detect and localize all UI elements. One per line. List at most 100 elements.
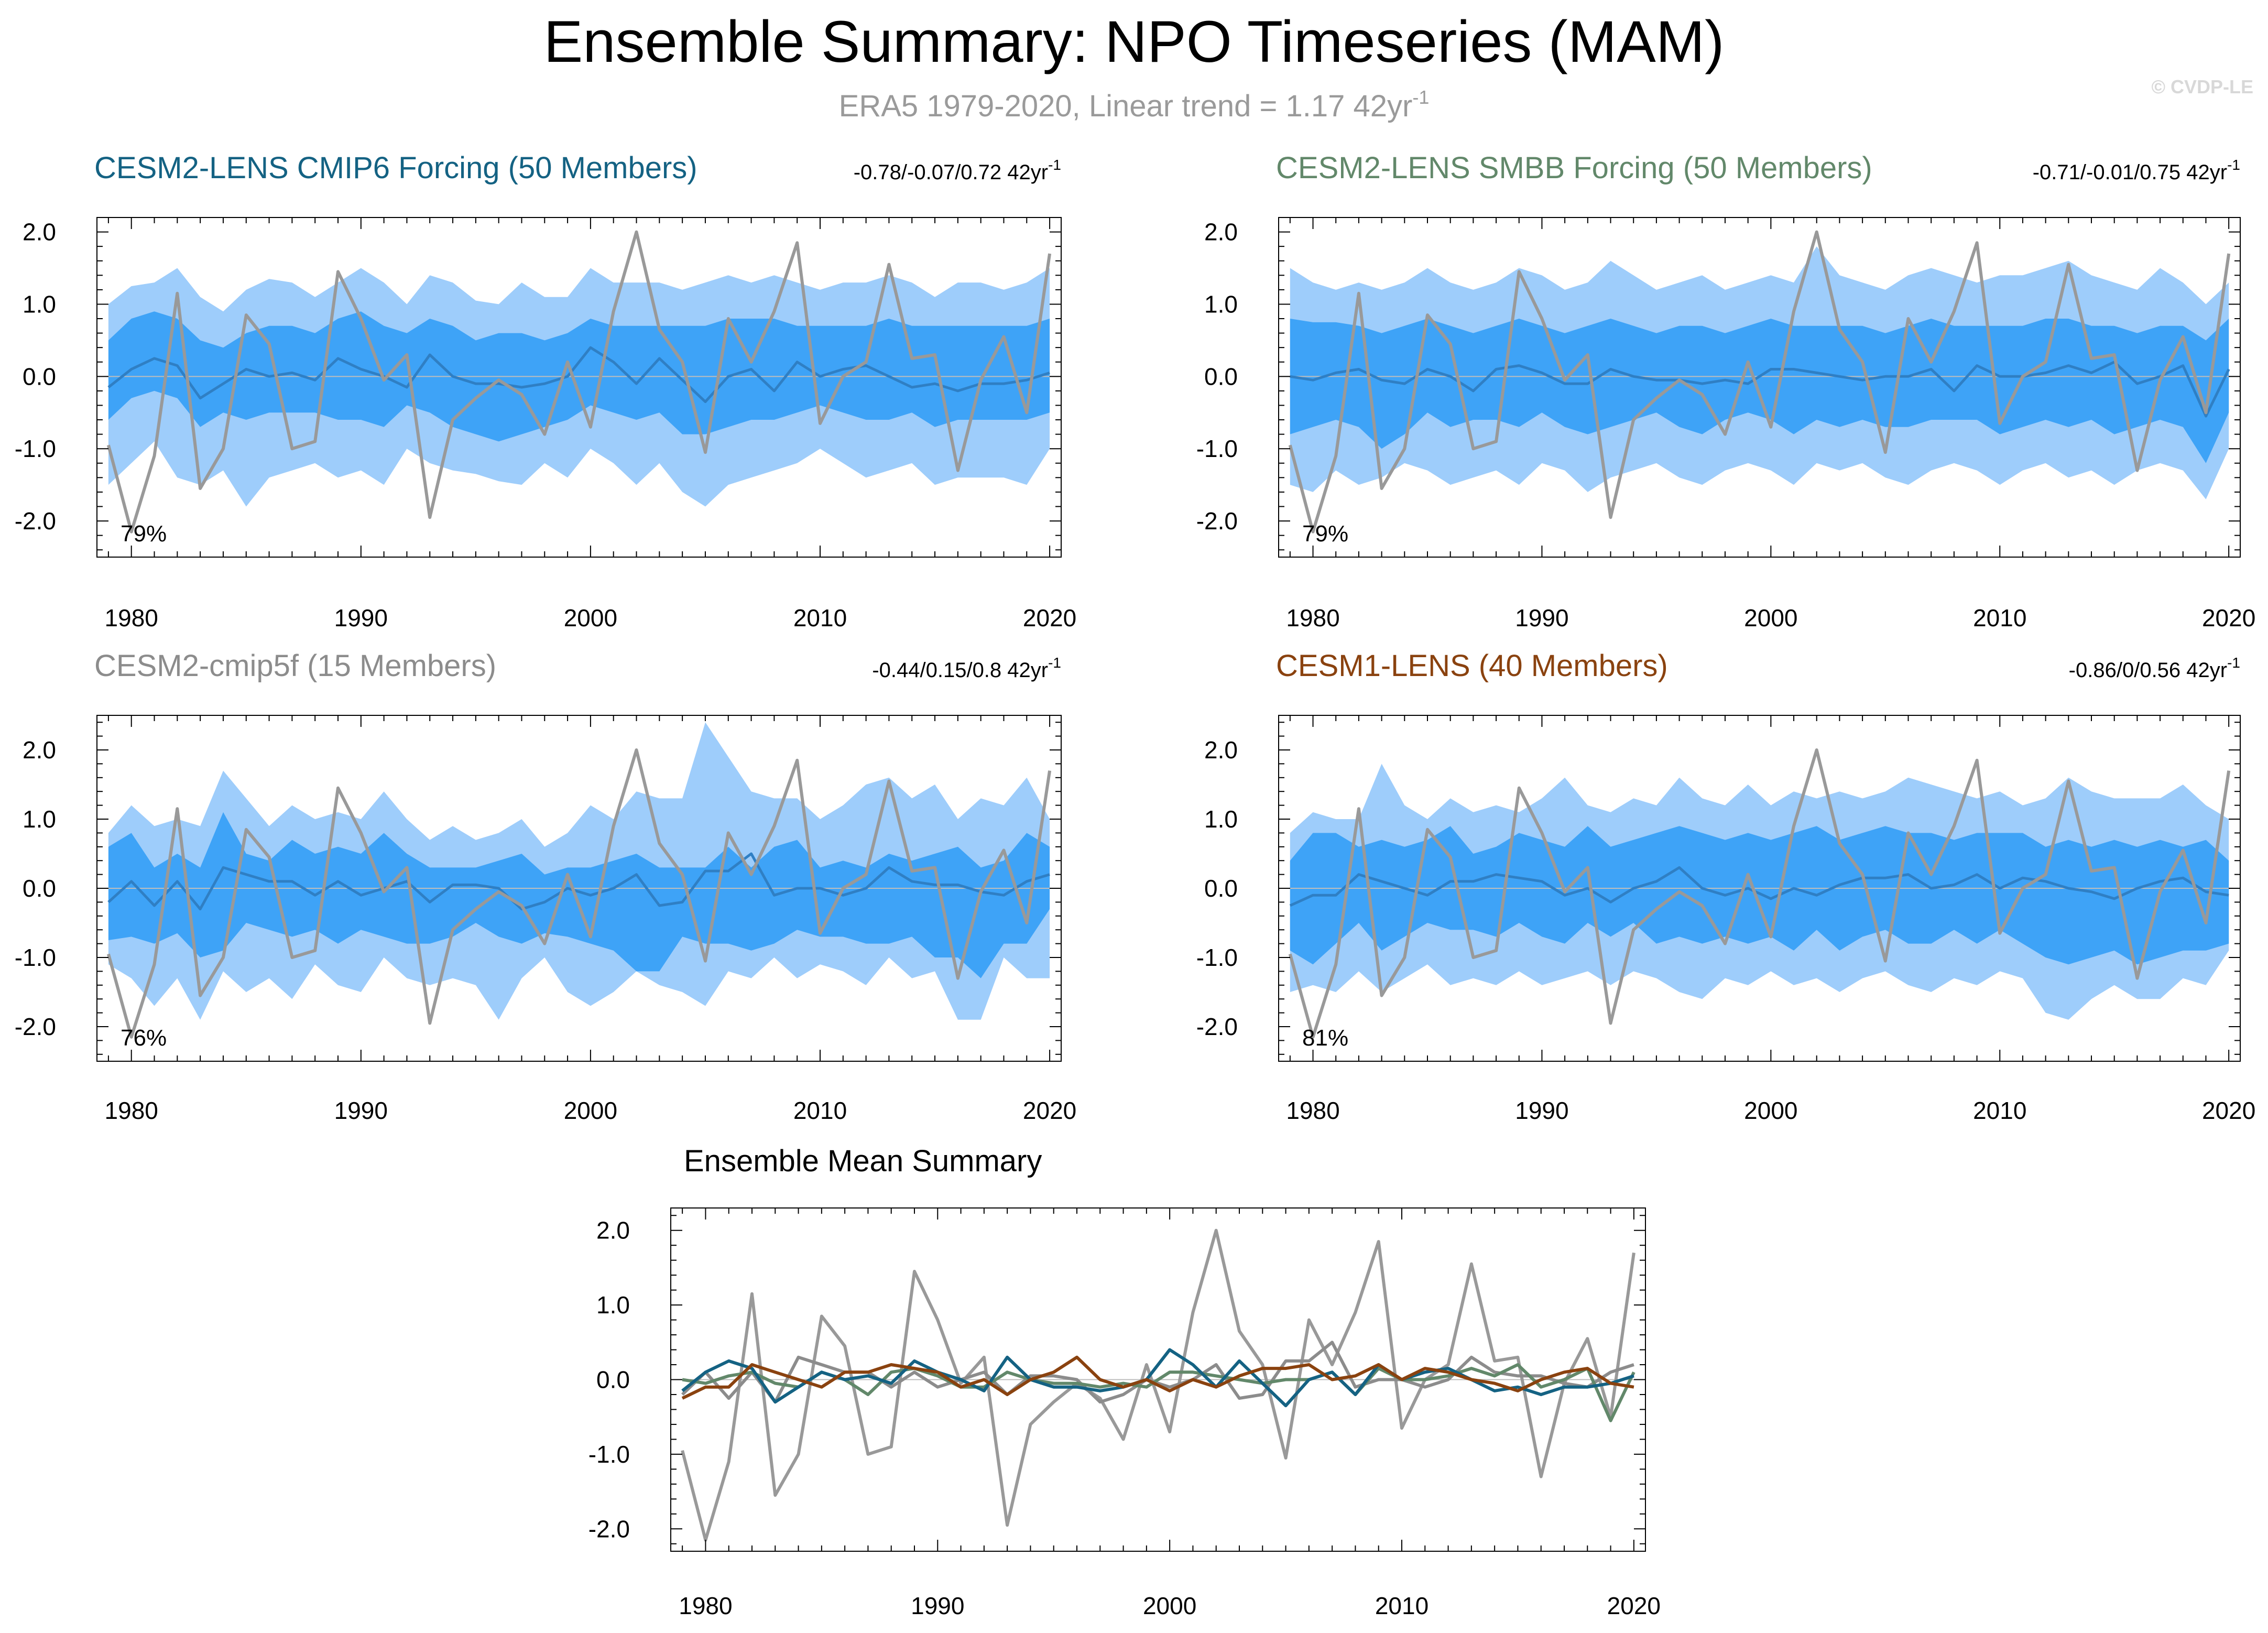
x-tick-label: 2010 (1973, 1097, 2026, 1124)
trend-label: -0.44/0.15/0.8 42yr-1 (872, 655, 1061, 682)
trend-text: -0.71/-0.01/0.75 42yr (2033, 161, 2227, 184)
y-tick-label: 1.0 (1204, 805, 1238, 833)
x-tick-label: 1990 (1515, 604, 1568, 632)
y-tick-label: 0.0 (23, 363, 56, 390)
band-25-75 (108, 812, 1050, 978)
x-tick-label: 2000 (564, 604, 617, 632)
obs-line (1288, 230, 2231, 534)
percentile-label: 79% (121, 521, 167, 547)
x-tick-label: 1980 (679, 1592, 732, 1619)
y-tick-label: 0.0 (1204, 363, 1238, 390)
series-line (681, 1341, 1634, 1404)
x-tick-label: 2010 (793, 1097, 847, 1124)
band-25-75 (1290, 826, 2229, 965)
panel-4: CESM1-LENS (40 Members) -0.86/0/0.56 42yr… (1196, 649, 2256, 1124)
x-tick-label: 2010 (1973, 604, 2026, 632)
panel-2: CESM2-LENS SMBB Forcing (50 Members) -0.7… (1196, 151, 2256, 632)
trend-superscript: -1 (1048, 655, 1061, 671)
panel-title: CESM2-LENS CMIP6 Forcing (50 Members) (94, 151, 697, 185)
y-tick-label: 0.0 (1204, 875, 1238, 902)
y-tick-label: -2.0 (1196, 1013, 1238, 1040)
y-tick-label: 2.0 (1204, 219, 1238, 246)
x-tick-label: 1980 (105, 1097, 158, 1124)
obs-line (1288, 748, 2231, 1039)
figure-subtitle: ERA5 1979-2020, Linear trend = 1.17 42yr… (839, 86, 1430, 123)
y-tick-label: -1.0 (15, 944, 56, 971)
x-tick-label: 1990 (334, 1097, 388, 1124)
series-line (681, 1355, 1634, 1400)
percentile-label: 79% (1302, 521, 1348, 547)
obs-line (106, 230, 1052, 534)
y-tick-label: -1.0 (1196, 944, 1238, 971)
y-tick-label: 1.0 (23, 290, 56, 318)
watermark: © CVDP-LE (2151, 76, 2253, 97)
subtitle-superscript: -1 (1412, 86, 1429, 108)
y-tick-label: 2.0 (23, 219, 56, 246)
figure-title: Ensemble Summary: NPO Timeseries (MAM) (544, 9, 1725, 74)
x-tick-label: 2000 (1744, 604, 1797, 632)
x-tick-label: 2020 (2202, 604, 2255, 632)
x-tick-label: 2010 (793, 604, 847, 632)
x-tick-label: 1980 (1286, 604, 1339, 632)
axis-frame (96, 217, 1062, 558)
y-tick-label: 0.0 (23, 875, 56, 902)
trend-superscript: -1 (2227, 157, 2240, 173)
plot-area (1279, 230, 2240, 534)
panel-5: Ensemble Mean Summary 1980 1990 2000 2010 202… (588, 1144, 1661, 1619)
x-tick-label: 2000 (1744, 1097, 1797, 1124)
ensemble-mean-line (1290, 361, 2230, 418)
obs-line (107, 748, 1052, 1039)
ensemble-mean-line (107, 346, 1050, 404)
x-tick-label: 1980 (1286, 1097, 1339, 1124)
panel-3: CESM2-cmip5f (15 Members) -0.44/0.15/0.8 … (15, 649, 1077, 1124)
y-tick-label: -1.0 (588, 1441, 630, 1468)
x-tick-label: 1990 (1515, 1097, 1568, 1124)
y-tick-label: -2.0 (15, 507, 56, 535)
trend-superscript: -1 (1048, 157, 1061, 173)
x-tick-label: 2000 (564, 1097, 617, 1124)
percentile-label: 76% (121, 1025, 167, 1051)
y-tick-label: 2.0 (1204, 736, 1238, 764)
y-tick-label: 1.0 (596, 1291, 630, 1319)
plot-area (1279, 748, 2240, 1039)
panels-group: CESM2-LENS CMIP6 Forcing (50 Members) -0.… (15, 151, 2256, 1619)
panel-title: Ensemble Mean Summary (684, 1144, 1042, 1178)
y-tick-label: 2.0 (596, 1217, 630, 1244)
panel-title: CESM1-LENS (40 Members) (1276, 649, 1668, 683)
ensemble-mean-line (107, 852, 1050, 911)
x-tick-label: 1990 (334, 604, 388, 632)
x-tick-label: 1980 (105, 604, 158, 632)
y-tick-label: -1.0 (15, 435, 56, 462)
percentile-label: 81% (1302, 1025, 1348, 1051)
plot-area (97, 230, 1061, 534)
plot-area (97, 722, 1061, 1039)
plot-area (671, 1228, 1645, 1542)
x-tick-label: 1990 (911, 1592, 964, 1619)
x-tick-label: 2000 (1143, 1592, 1196, 1619)
x-tick-label: 2020 (2202, 1097, 2255, 1124)
panel-title: CESM2-cmip5f (15 Members) (94, 649, 496, 683)
y-tick-label: -1.0 (1196, 435, 1238, 462)
y-tick-label: -2.0 (588, 1515, 630, 1542)
x-tick-label: 2020 (1023, 1097, 1076, 1124)
subtitle-text: ERA5 1979-2020, Linear trend = 1.17 42yr (839, 89, 1413, 123)
trend-text: -0.78/-0.07/0.72 42yr (854, 161, 1048, 184)
trend-text: -0.86/0/0.56 42yr (2069, 659, 2227, 682)
ensemble-mean-line (1289, 866, 2229, 907)
axis-frame (1278, 217, 2241, 558)
trend-label: -0.71/-0.01/0.75 42yr-1 (2033, 157, 2240, 184)
y-tick-label: 0.0 (596, 1366, 630, 1394)
obs-line (681, 1228, 1635, 1542)
trend-label: -0.86/0/0.56 42yr-1 (2069, 655, 2240, 682)
x-tick-label: 2020 (1607, 1592, 1661, 1619)
trend-superscript: -1 (2227, 655, 2240, 671)
x-tick-label: 2020 (1023, 604, 1076, 632)
y-tick-label: -2.0 (15, 1013, 56, 1040)
y-tick-label: 1.0 (23, 805, 56, 833)
y-tick-label: 1.0 (1204, 290, 1238, 318)
panel-1: CESM2-LENS CMIP6 Forcing (50 Members) -0.… (15, 151, 1077, 632)
y-tick-label: -2.0 (1196, 507, 1238, 535)
trend-label: -0.78/-0.07/0.72 42yr-1 (854, 157, 1061, 184)
x-tick-label: 2010 (1375, 1592, 1429, 1619)
